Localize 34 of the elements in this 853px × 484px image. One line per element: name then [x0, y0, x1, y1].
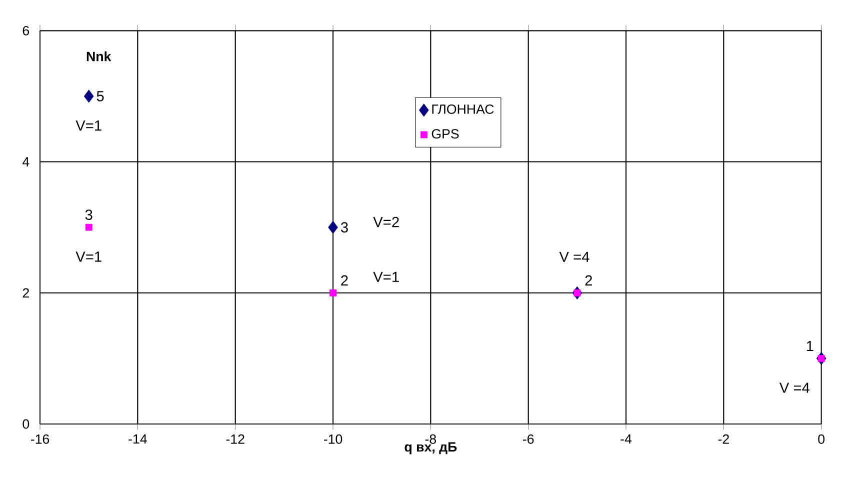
legend-label: ГЛОННАС [432, 104, 494, 114]
x-tick-label: 0 [818, 434, 825, 444]
data-label: 2 [585, 275, 592, 286]
y-axis-title: Nnk [86, 51, 112, 62]
annotation: V=2 [373, 216, 399, 228]
x-tick-label: -14 [128, 434, 147, 444]
y-tick-label: 2 [22, 288, 29, 298]
y-tick-label: 4 [22, 157, 30, 166]
annotation: V =4 [779, 382, 810, 393]
data-label: 3 [85, 210, 92, 220]
point [330, 289, 336, 296]
legend-label: GPS [432, 129, 459, 139]
data-label: 3 [340, 222, 348, 233]
x-tick-label: -12 [226, 434, 244, 444]
x-tick-label: -2 [718, 434, 729, 444]
x-tick-label: -16 [30, 434, 50, 444]
data-label: 2 [341, 275, 348, 286]
data-label: 5 [96, 91, 104, 102]
annotation: V=1 [373, 272, 399, 282]
annotation: V=1 [76, 252, 102, 262]
annotation: V =4 [559, 252, 590, 262]
y-tick-label: 6 [22, 26, 30, 36]
x-tick-label: -6 [522, 434, 534, 444]
point [328, 220, 338, 234]
annotation: V=1 [76, 120, 102, 131]
point [574, 289, 581, 296]
point [84, 90, 94, 103]
y-tick-label: 0 [22, 419, 30, 429]
data-label: 1 [806, 340, 814, 352]
x-tick-label: -8 [425, 434, 436, 444]
x-tick-label: -10 [324, 434, 342, 444]
point [85, 224, 92, 231]
point [818, 354, 825, 362]
x-tick-label: -4 [620, 434, 632, 444]
